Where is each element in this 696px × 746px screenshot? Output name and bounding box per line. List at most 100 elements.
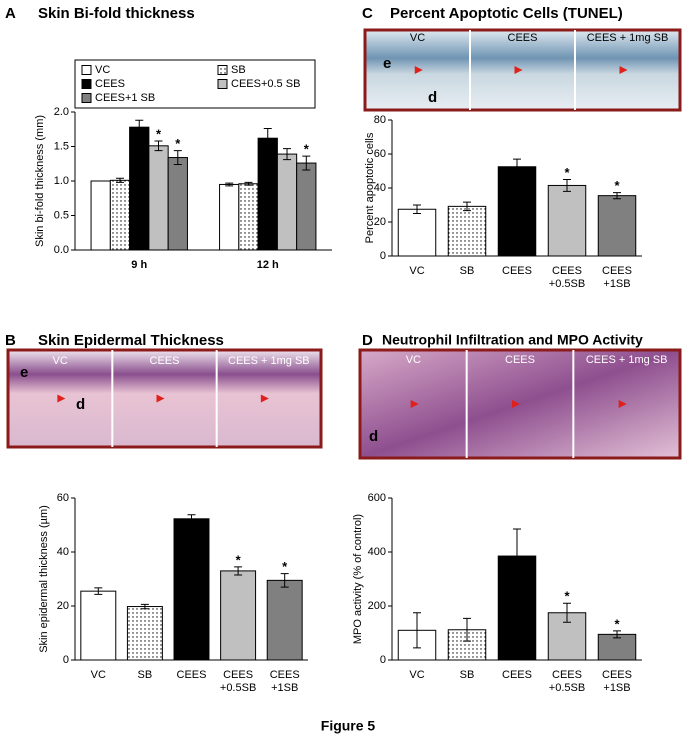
arrow bbox=[57, 394, 66, 403]
bar bbox=[80, 590, 117, 661]
bar bbox=[276, 153, 298, 251]
error-bar bbox=[154, 140, 163, 152]
bar bbox=[266, 579, 303, 661]
x-tick-label: CEES +0.5SB bbox=[549, 265, 585, 290]
error-bar bbox=[563, 602, 571, 623]
bar bbox=[497, 166, 537, 257]
legend-swatch bbox=[217, 79, 228, 89]
significance-mark: * bbox=[175, 136, 181, 151]
significance-mark: * bbox=[304, 142, 310, 157]
bar bbox=[397, 208, 437, 257]
error-bar bbox=[613, 630, 621, 639]
y-tick-label: 1.5 bbox=[54, 140, 69, 152]
error-bar bbox=[463, 617, 471, 642]
bar bbox=[129, 126, 150, 251]
error-bar bbox=[173, 150, 182, 165]
bar bbox=[173, 518, 210, 661]
y-tick-label: 0 bbox=[380, 250, 386, 262]
tissue-label: e bbox=[383, 55, 391, 72]
panel-letter: A bbox=[5, 5, 16, 22]
arrow bbox=[514, 66, 523, 74]
x-tick-label: 9 h bbox=[131, 259, 147, 271]
legend-swatch bbox=[81, 93, 92, 103]
y-tick-label: 20 bbox=[57, 600, 69, 612]
y-tick-label: 80 bbox=[374, 114, 386, 126]
error-bar bbox=[413, 612, 421, 649]
y-axis-label: MPO activity (% of control) bbox=[352, 514, 364, 644]
bar bbox=[109, 179, 131, 251]
significance-mark: * bbox=[236, 552, 242, 567]
x-tick-label: SB bbox=[138, 669, 153, 681]
error-bar bbox=[225, 182, 234, 187]
x-tick-label: CEES +0.5SB bbox=[220, 669, 256, 694]
error-bar bbox=[513, 528, 521, 584]
y-tick-label: 0.5 bbox=[54, 209, 69, 221]
bar bbox=[219, 183, 240, 251]
micrograph-label: VC bbox=[406, 354, 421, 366]
bar bbox=[167, 157, 188, 251]
panel-letter: C bbox=[362, 5, 373, 22]
x-tick-label: CEES +1SB bbox=[602, 669, 632, 694]
micrograph-label: CEES + 1mg SB bbox=[587, 32, 669, 44]
y-tick-label: 60 bbox=[374, 148, 386, 160]
arrow bbox=[260, 394, 269, 403]
legend-box bbox=[74, 59, 316, 109]
error-bar bbox=[244, 181, 253, 186]
tissue-label: e bbox=[20, 364, 28, 381]
micrograph-label: CEES bbox=[508, 32, 538, 44]
bar bbox=[148, 145, 169, 251]
panel-title: Skin Epidermal Thickness bbox=[38, 332, 224, 349]
x-tick-label: CEES bbox=[502, 265, 532, 277]
x-tick-label: CEES bbox=[177, 669, 207, 681]
error-bar bbox=[187, 514, 196, 524]
bar bbox=[126, 606, 163, 661]
error-bar bbox=[280, 573, 289, 588]
arrow bbox=[414, 66, 423, 74]
y-tick-label: 1.0 bbox=[54, 175, 69, 187]
panel-title: Neutrophil Infiltration and MPO Activity bbox=[382, 332, 643, 348]
arrow bbox=[156, 394, 165, 403]
legend-swatch bbox=[81, 79, 92, 89]
y-tick-label: 400 bbox=[368, 546, 386, 558]
bar bbox=[257, 137, 278, 251]
error-bar bbox=[563, 179, 571, 192]
micrograph-label: CEES + 1mg SB bbox=[586, 354, 668, 366]
x-tick-label: 12 h bbox=[257, 259, 279, 271]
x-tick-label: SB bbox=[460, 265, 475, 277]
bar bbox=[597, 633, 637, 661]
bar bbox=[238, 183, 259, 251]
bar bbox=[296, 162, 317, 251]
error-bar bbox=[263, 128, 272, 149]
error-bar bbox=[234, 566, 243, 576]
y-tick-label: 2.0 bbox=[54, 106, 69, 118]
significance-mark: * bbox=[282, 559, 288, 574]
y-tick-label: 0 bbox=[380, 654, 386, 666]
significance-mark: * bbox=[614, 178, 620, 193]
x-tick-label: VC bbox=[409, 669, 424, 681]
error-bar bbox=[115, 177, 124, 183]
panel-letter: B bbox=[5, 332, 16, 349]
bar bbox=[597, 195, 637, 257]
y-tick-label: 40 bbox=[374, 182, 386, 194]
error-bar bbox=[513, 158, 521, 175]
bar bbox=[90, 180, 111, 251]
legend-label: VC bbox=[95, 64, 110, 76]
arrow bbox=[410, 400, 419, 408]
panel-title: Percent Apoptotic Cells (TUNEL) bbox=[390, 5, 623, 22]
legend-label: SB bbox=[231, 64, 246, 76]
error-bar bbox=[140, 603, 149, 610]
x-tick-label: VC bbox=[91, 669, 106, 681]
error-bar bbox=[94, 587, 103, 595]
x-tick-label: CEES +0.5SB bbox=[549, 669, 585, 694]
tissue-label: d bbox=[369, 428, 378, 445]
error-bar bbox=[613, 192, 621, 200]
micrograph-label: VC bbox=[53, 355, 68, 367]
y-axis-label: Percent apoptotic cells bbox=[364, 132, 376, 243]
tissue-label: d bbox=[428, 89, 437, 106]
arrow bbox=[618, 400, 627, 408]
legend-swatch bbox=[217, 65, 228, 75]
bar bbox=[220, 570, 257, 661]
y-axis-label: Skin epidermal thickness (µm) bbox=[38, 505, 50, 653]
micrograph-label: VC bbox=[410, 32, 425, 44]
